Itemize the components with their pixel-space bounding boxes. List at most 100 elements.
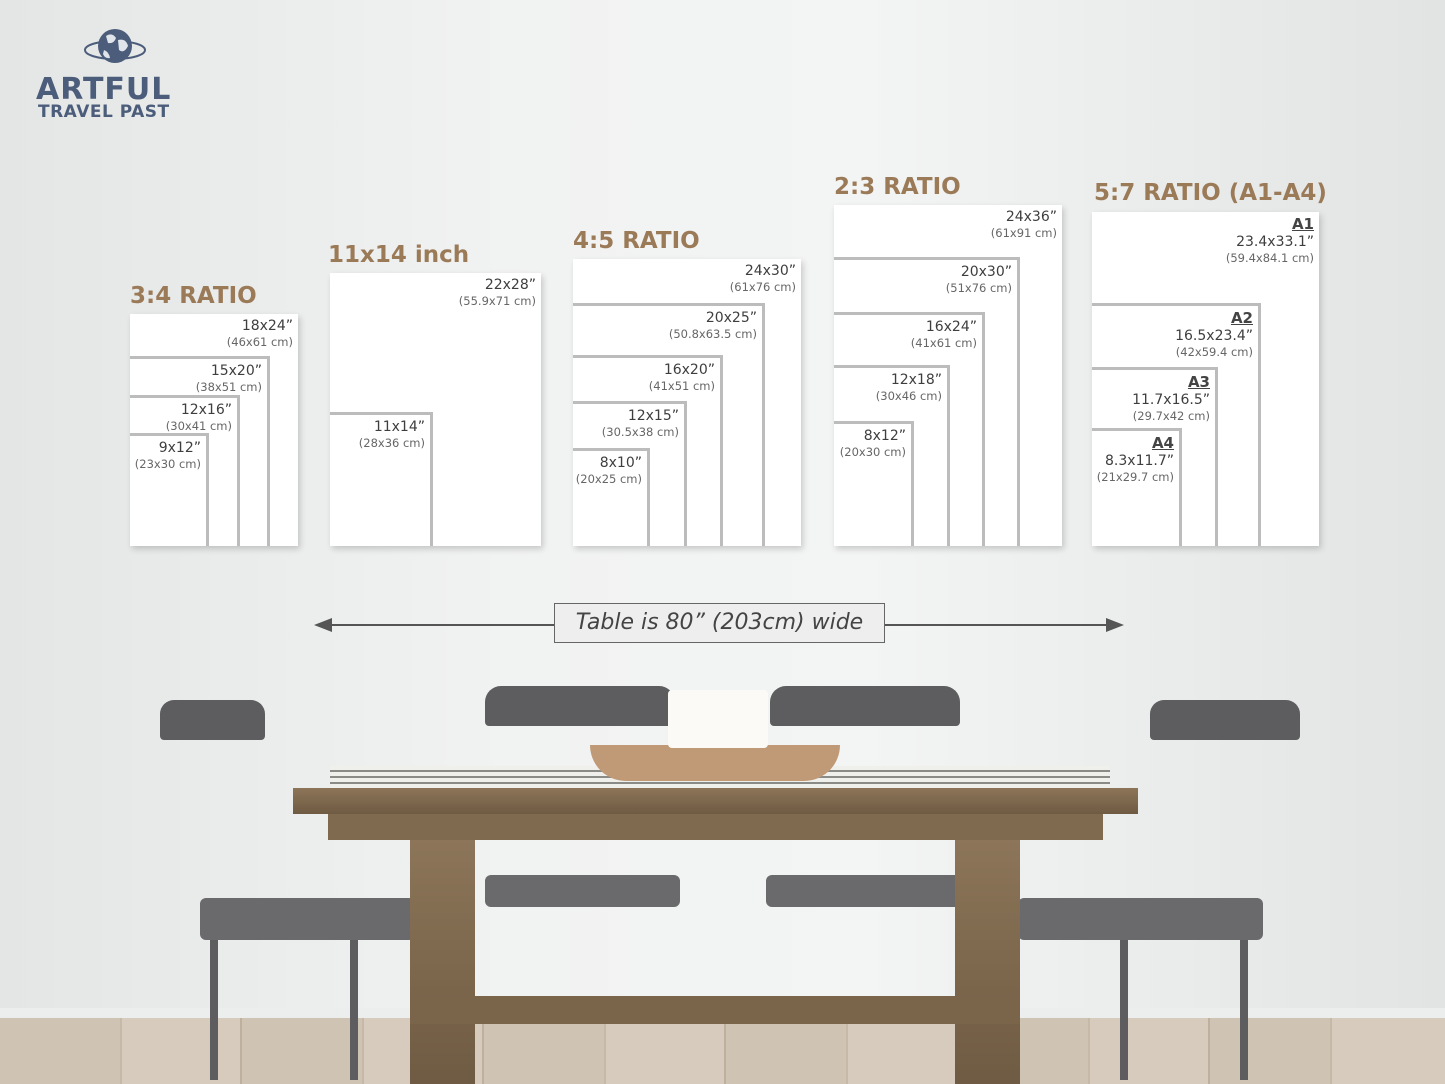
size-inches: 16x24” xyxy=(925,319,977,335)
size-cm: (42x59.4 cm) xyxy=(1175,345,1253,359)
logo: ARTFUL TRAVEL PAST xyxy=(36,26,196,126)
size-cm: (46x61 cm) xyxy=(226,335,293,349)
size-inches: 12x18” xyxy=(890,372,942,388)
table-leg xyxy=(955,840,1020,1084)
size-label: 12x18” (30x46 cm) xyxy=(876,371,942,404)
size-inches: 16x20” xyxy=(663,362,715,378)
size-inches: 12x15” xyxy=(627,408,679,424)
size-panel: 24x36” (61x91 cm) 20x30” (51x76 cm) 16x24” (4… xyxy=(834,205,1062,546)
group-title: 2:3 RATIO xyxy=(834,174,961,200)
size-inches: 8.3x11.7” xyxy=(1105,453,1174,469)
size-cm: (23x30 cm) xyxy=(134,457,201,471)
chair-leg xyxy=(350,940,358,1080)
paper-size-name: A4 xyxy=(1151,434,1174,452)
table-top xyxy=(293,788,1138,814)
size-cm: (50.8x63.5 cm) xyxy=(668,327,757,341)
chair-seat xyxy=(485,875,680,907)
size-cm: (30.5x38 cm) xyxy=(601,425,679,439)
chair-right-back xyxy=(1150,700,1300,740)
size-cm: (41x61 cm) xyxy=(910,336,977,350)
wood-floor xyxy=(0,1018,1445,1084)
size-panel: 18x24” (46x61 cm) 15x20” (38x51 cm) 12x16” (3… xyxy=(130,314,298,546)
table-apron xyxy=(328,814,1103,840)
size-label: 24x36” (61x91 cm) xyxy=(991,208,1057,241)
size-panel: A1 23.4x33.1” (59.4x84.1 cm) A2 16.5x23.4” (4… xyxy=(1092,212,1319,546)
size-outline: 8x12” (20x30 cm) xyxy=(834,421,914,546)
arrow-line-right xyxy=(885,624,1115,626)
size-label: A4 8.3x11.7” (21x29.7 cm) xyxy=(1097,434,1174,485)
group-title: 11x14 inch xyxy=(328,242,470,268)
size-label: 9x12” (23x30 cm) xyxy=(135,439,201,472)
size-inches: 24x30” xyxy=(744,263,796,279)
size-inches: 15x20” xyxy=(210,363,262,379)
size-inches: 8x12” xyxy=(863,428,906,444)
paper-size-name: A1 xyxy=(1291,215,1314,233)
group-title: 4:5 RATIO xyxy=(573,228,700,254)
size-label: A3 11.7x16.5” (29.7x42 cm) xyxy=(1132,373,1210,424)
candles xyxy=(668,690,768,748)
size-cm: (29.7x42 cm) xyxy=(1132,409,1210,423)
chair-back xyxy=(770,686,960,726)
size-cm: (20x25 cm) xyxy=(575,472,642,486)
size-inches: 20x30” xyxy=(960,264,1012,280)
size-label: 8x10” (20x25 cm) xyxy=(576,454,642,487)
logo-line2: TRAVEL PAST xyxy=(38,102,170,122)
size-cm: (30x46 cm) xyxy=(875,389,942,403)
size-panel: 24x30” (61x76 cm) 20x25” (50.8x63.5 cm) 16x2… xyxy=(573,259,801,546)
chair-leg xyxy=(1120,940,1128,1080)
chair-seat xyxy=(766,875,961,907)
size-outline: 11x14” (28x36 cm) xyxy=(330,412,433,546)
paper-size-name: A2 xyxy=(1230,309,1253,327)
arrow-line-left xyxy=(322,624,554,626)
size-cm: (55.9x71 cm) xyxy=(458,294,536,308)
size-label: 24x30” (61x76 cm) xyxy=(730,262,796,295)
size-inches: 16.5x23.4” xyxy=(1175,328,1253,344)
size-cm: (28x36 cm) xyxy=(358,436,425,450)
chair-back xyxy=(485,686,675,726)
size-inches: 9x12” xyxy=(158,440,201,456)
group-title: 5:7 RATIO (A1-A4) xyxy=(1094,180,1327,206)
table-leg xyxy=(410,840,475,1084)
size-inches: 23.4x33.1” xyxy=(1236,234,1314,250)
arrow-head-right xyxy=(1106,618,1124,632)
chair-leg xyxy=(1240,940,1248,1080)
chair-right-seat xyxy=(1018,898,1263,940)
size-inches: 11x14” xyxy=(373,419,425,435)
table-width-note: Table is 80” (203cm) wide xyxy=(554,603,885,643)
size-panel: 22x28” (55.9x71 cm) 11x14” (28x36 cm) xyxy=(330,273,541,546)
table-stretcher xyxy=(410,996,1020,1024)
size-inches: 24x36” xyxy=(1005,209,1057,225)
size-cm: (38x51 cm) xyxy=(195,380,262,394)
size-inches: 22x28” xyxy=(484,277,536,293)
size-cm: (51x76 cm) xyxy=(945,281,1012,295)
size-cm: (61x91 cm) xyxy=(990,226,1057,240)
chair-left-back xyxy=(160,700,265,740)
group-title: 3:4 RATIO xyxy=(130,283,257,309)
size-cm: (61x76 cm) xyxy=(729,280,796,294)
size-outline: 9x12” (23x30 cm) xyxy=(130,433,209,546)
size-label: 16x20” (41x51 cm) xyxy=(649,361,715,394)
size-label: 12x15” (30.5x38 cm) xyxy=(602,407,679,440)
size-label: 15x20” (38x51 cm) xyxy=(196,362,262,395)
logo-line1: ARTFUL xyxy=(36,72,172,107)
size-label: A1 23.4x33.1” (59.4x84.1 cm) xyxy=(1226,215,1314,266)
size-cm: (21x29.7 cm) xyxy=(1096,470,1174,484)
size-label: 20x25” (50.8x63.5 cm) xyxy=(669,309,757,342)
size-label: 16x24” (41x61 cm) xyxy=(911,318,977,351)
size-outline: A4 8.3x11.7” (21x29.7 cm) xyxy=(1092,428,1182,546)
arrow-head-left xyxy=(314,618,332,632)
size-label: 22x28” (55.9x71 cm) xyxy=(459,276,536,309)
size-inches: 20x25” xyxy=(705,310,757,326)
size-cm: (20x30 cm) xyxy=(839,445,906,459)
size-label: A2 16.5x23.4” (42x59.4 cm) xyxy=(1175,309,1253,360)
size-label: 18x24” (46x61 cm) xyxy=(227,317,293,350)
size-label: 11x14” (28x36 cm) xyxy=(359,418,425,451)
size-inches: 18x24” xyxy=(241,318,293,334)
size-cm: (41x51 cm) xyxy=(648,379,715,393)
size-outline: 8x10” (20x25 cm) xyxy=(573,448,650,546)
globe-icon xyxy=(84,29,146,63)
chair-left-seat xyxy=(200,898,415,940)
chair-leg xyxy=(210,940,218,1080)
size-label: 20x30” (51x76 cm) xyxy=(946,263,1012,296)
paper-size-name: A3 xyxy=(1187,373,1210,391)
